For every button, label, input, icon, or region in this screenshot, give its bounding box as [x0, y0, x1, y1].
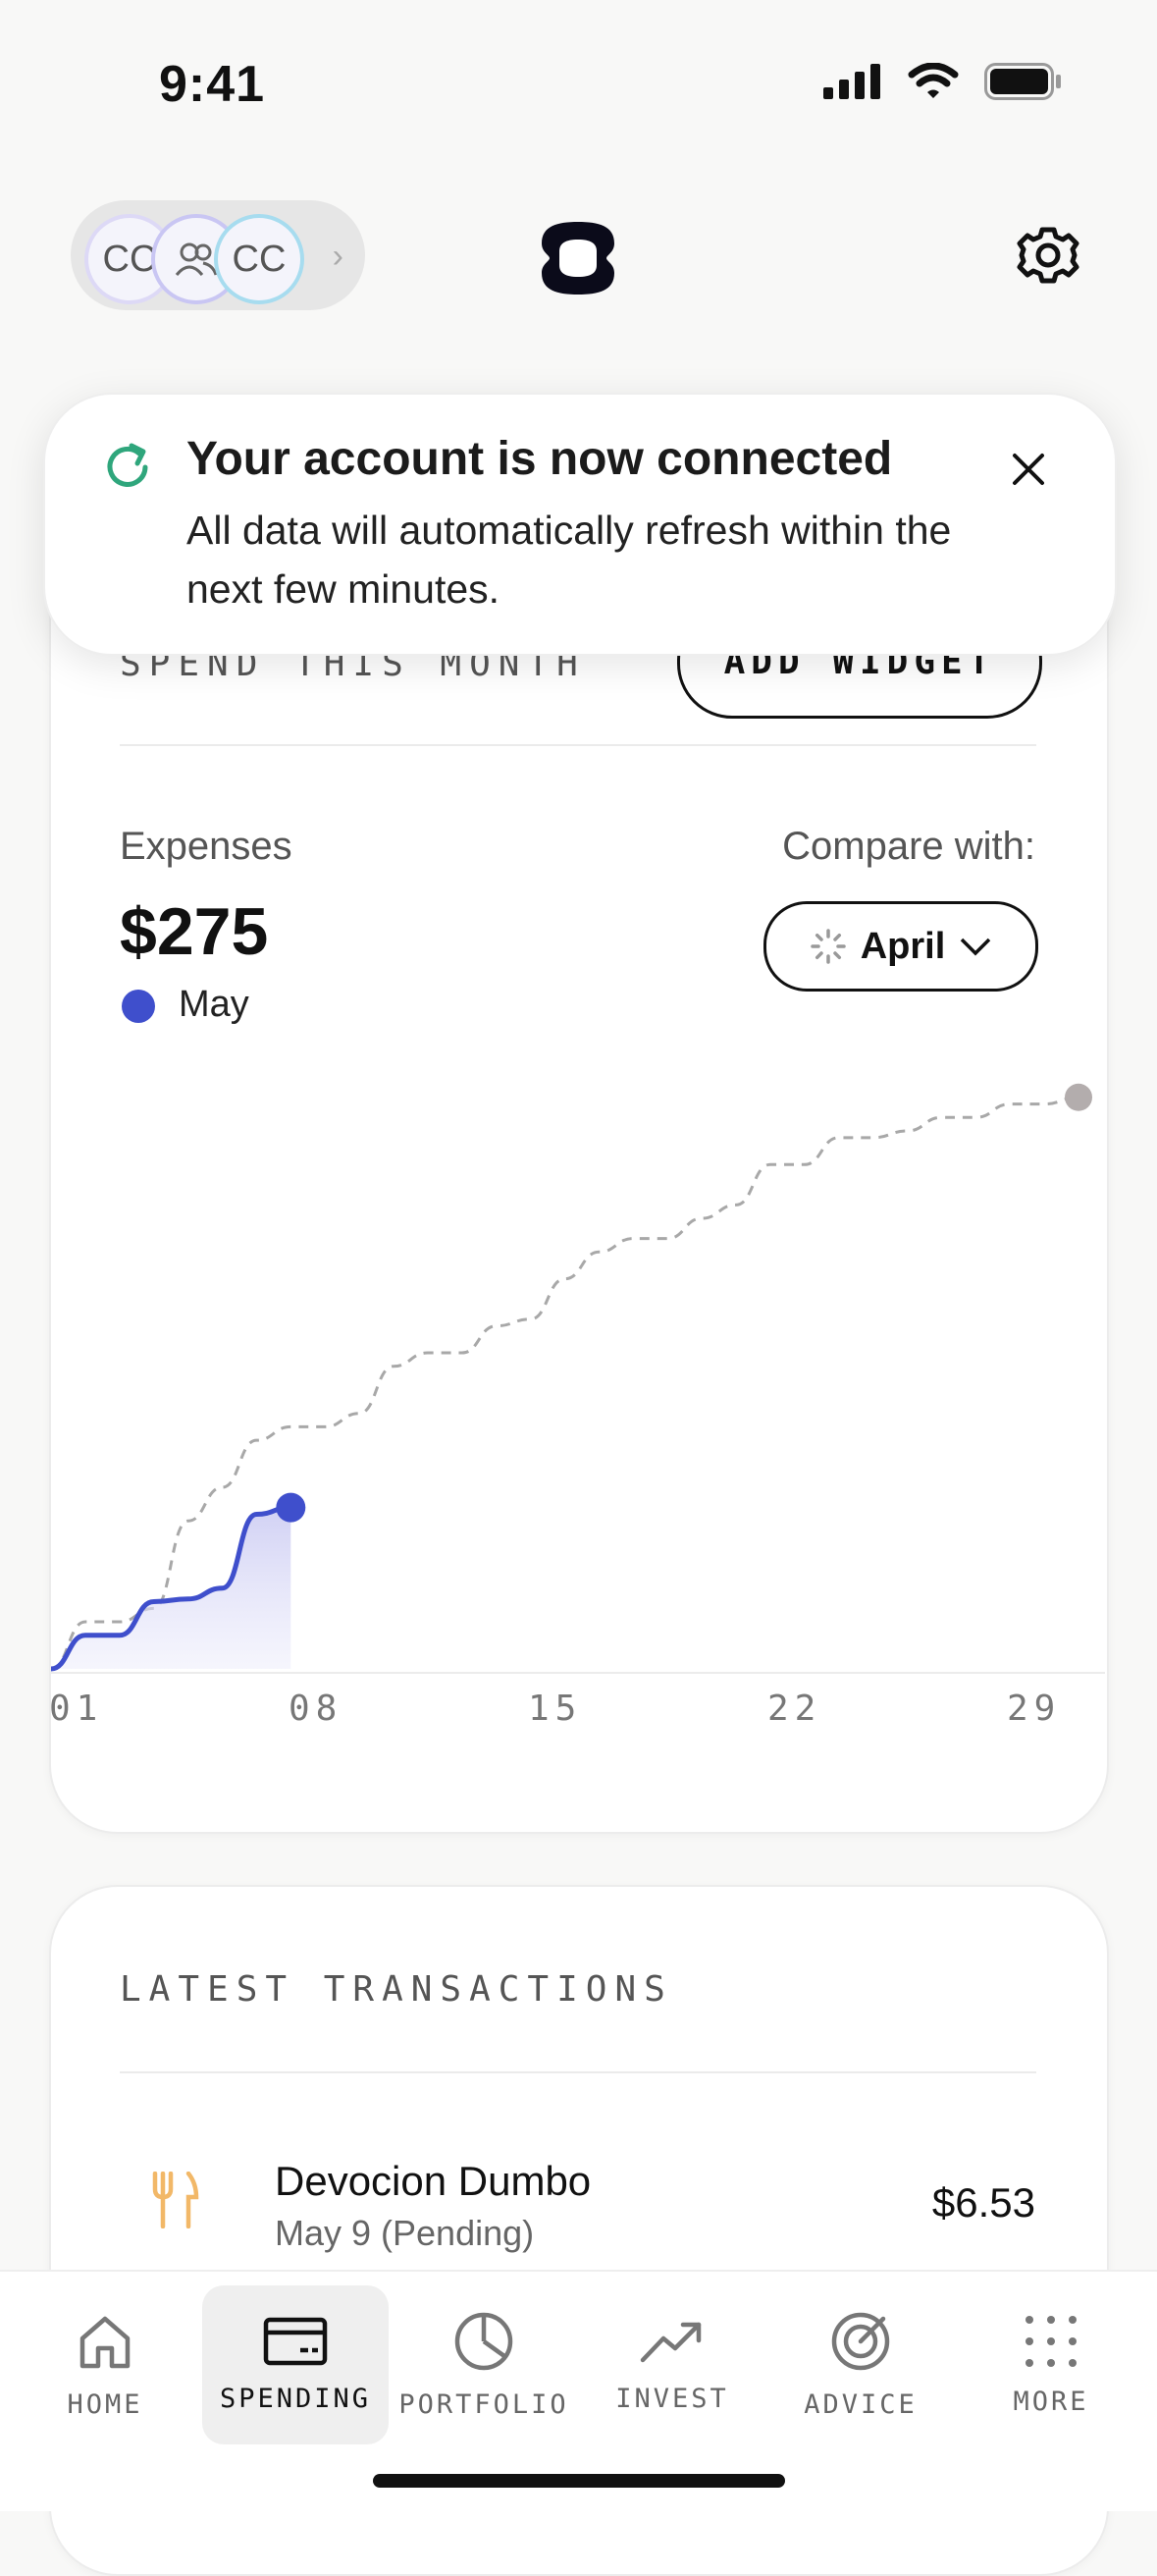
toast-body: All data will automatically refresh with…: [186, 508, 952, 612]
x-tick-label: 22: [767, 1689, 822, 1729]
home-indicator: [373, 2474, 785, 2488]
compare-label: Compare with:: [782, 825, 1035, 868]
nav-label: HOME: [67, 2388, 143, 2420]
spend-chart: [50, 1083, 1105, 1674]
divider: [120, 2071, 1036, 2073]
april-series-line: [50, 1096, 1079, 1671]
expenses-amount: $275: [120, 894, 269, 969]
april-series-end-point: [1065, 1083, 1092, 1111]
home-icon: [79, 2316, 131, 2368]
loading-spinner-icon: [810, 929, 846, 964]
status-time: 9:41: [159, 56, 266, 113]
transaction-date: May 9 (Pending): [275, 2213, 535, 2253]
logo-icon: [542, 222, 614, 295]
bottom-nav: HOME SPENDING PORTFOLIO INVEST ADVICE: [0, 2270, 1157, 2511]
nav-label: PORTFOLIO: [398, 2388, 569, 2420]
may-series-end-point: [276, 1492, 306, 1523]
nav-label: SPENDING: [219, 2383, 372, 2414]
may-series-area: [51, 1507, 291, 1669]
nav-more[interactable]: MORE: [958, 2272, 1144, 2458]
target-icon: [831, 2312, 890, 2370]
compare-month-dropdown[interactable]: April: [763, 901, 1038, 992]
expenses-label: Expenses: [120, 825, 292, 868]
nav-home[interactable]: HOME: [12, 2272, 198, 2458]
nav-label: INVEST: [615, 2383, 729, 2414]
nav-label: MORE: [1013, 2386, 1089, 2417]
chevron-down-icon: [961, 938, 991, 956]
may-legend-dot: [122, 990, 155, 1023]
nav-portfolio[interactable]: PORTFOLIO: [391, 2272, 577, 2458]
nav-spending[interactable]: SPENDING: [202, 2285, 389, 2444]
avatar: CC: [214, 214, 304, 304]
card-icon: [263, 2317, 328, 2365]
gear-icon[interactable]: [1015, 222, 1081, 289]
transactions-title: LATEST TRANSACTIONS: [120, 1969, 673, 2010]
close-icon[interactable]: [1009, 450, 1048, 489]
nav-invest[interactable]: INVEST: [579, 2272, 765, 2458]
may-legend-label: May: [179, 984, 249, 1025]
toast-title: Your account is now connected: [186, 433, 893, 485]
may-series-line: [50, 1505, 291, 1672]
compare-month-value: April: [860, 925, 946, 967]
x-tick-label: 08: [289, 1689, 343, 1729]
dots-grid-icon: [1026, 2315, 1077, 2367]
x-tick-label: 01: [49, 1689, 104, 1729]
battery-icon: [984, 63, 1061, 100]
connected-toast: Your account is now connected All data w…: [43, 393, 1117, 656]
nav-label: ADVICE: [804, 2388, 918, 2420]
divider: [120, 744, 1036, 746]
account-switcher[interactable]: CC CC ›: [71, 200, 365, 310]
pie-chart-icon: [454, 2312, 513, 2370]
wifi-icon: [908, 63, 959, 98]
transaction-merchant: Devocion Dumbo: [275, 2158, 592, 2204]
refresh-icon: [107, 443, 148, 487]
status-icons: [823, 63, 1063, 100]
x-tick-label: 15: [528, 1689, 583, 1729]
fork-knife-icon: [152, 2172, 199, 2228]
cellular-signal-icon: [823, 64, 880, 99]
x-tick-label: 29: [1007, 1689, 1062, 1729]
chevron-right-icon: ›: [332, 238, 343, 275]
nav-advice[interactable]: ADVICE: [767, 2272, 954, 2458]
trend-up-icon: [640, 2322, 702, 2362]
transaction-amount: $6.53: [931, 2179, 1035, 2226]
